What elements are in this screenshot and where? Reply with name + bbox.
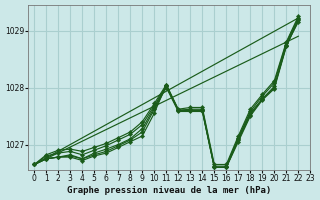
X-axis label: Graphe pression niveau de la mer (hPa): Graphe pression niveau de la mer (hPa): [67, 186, 271, 195]
